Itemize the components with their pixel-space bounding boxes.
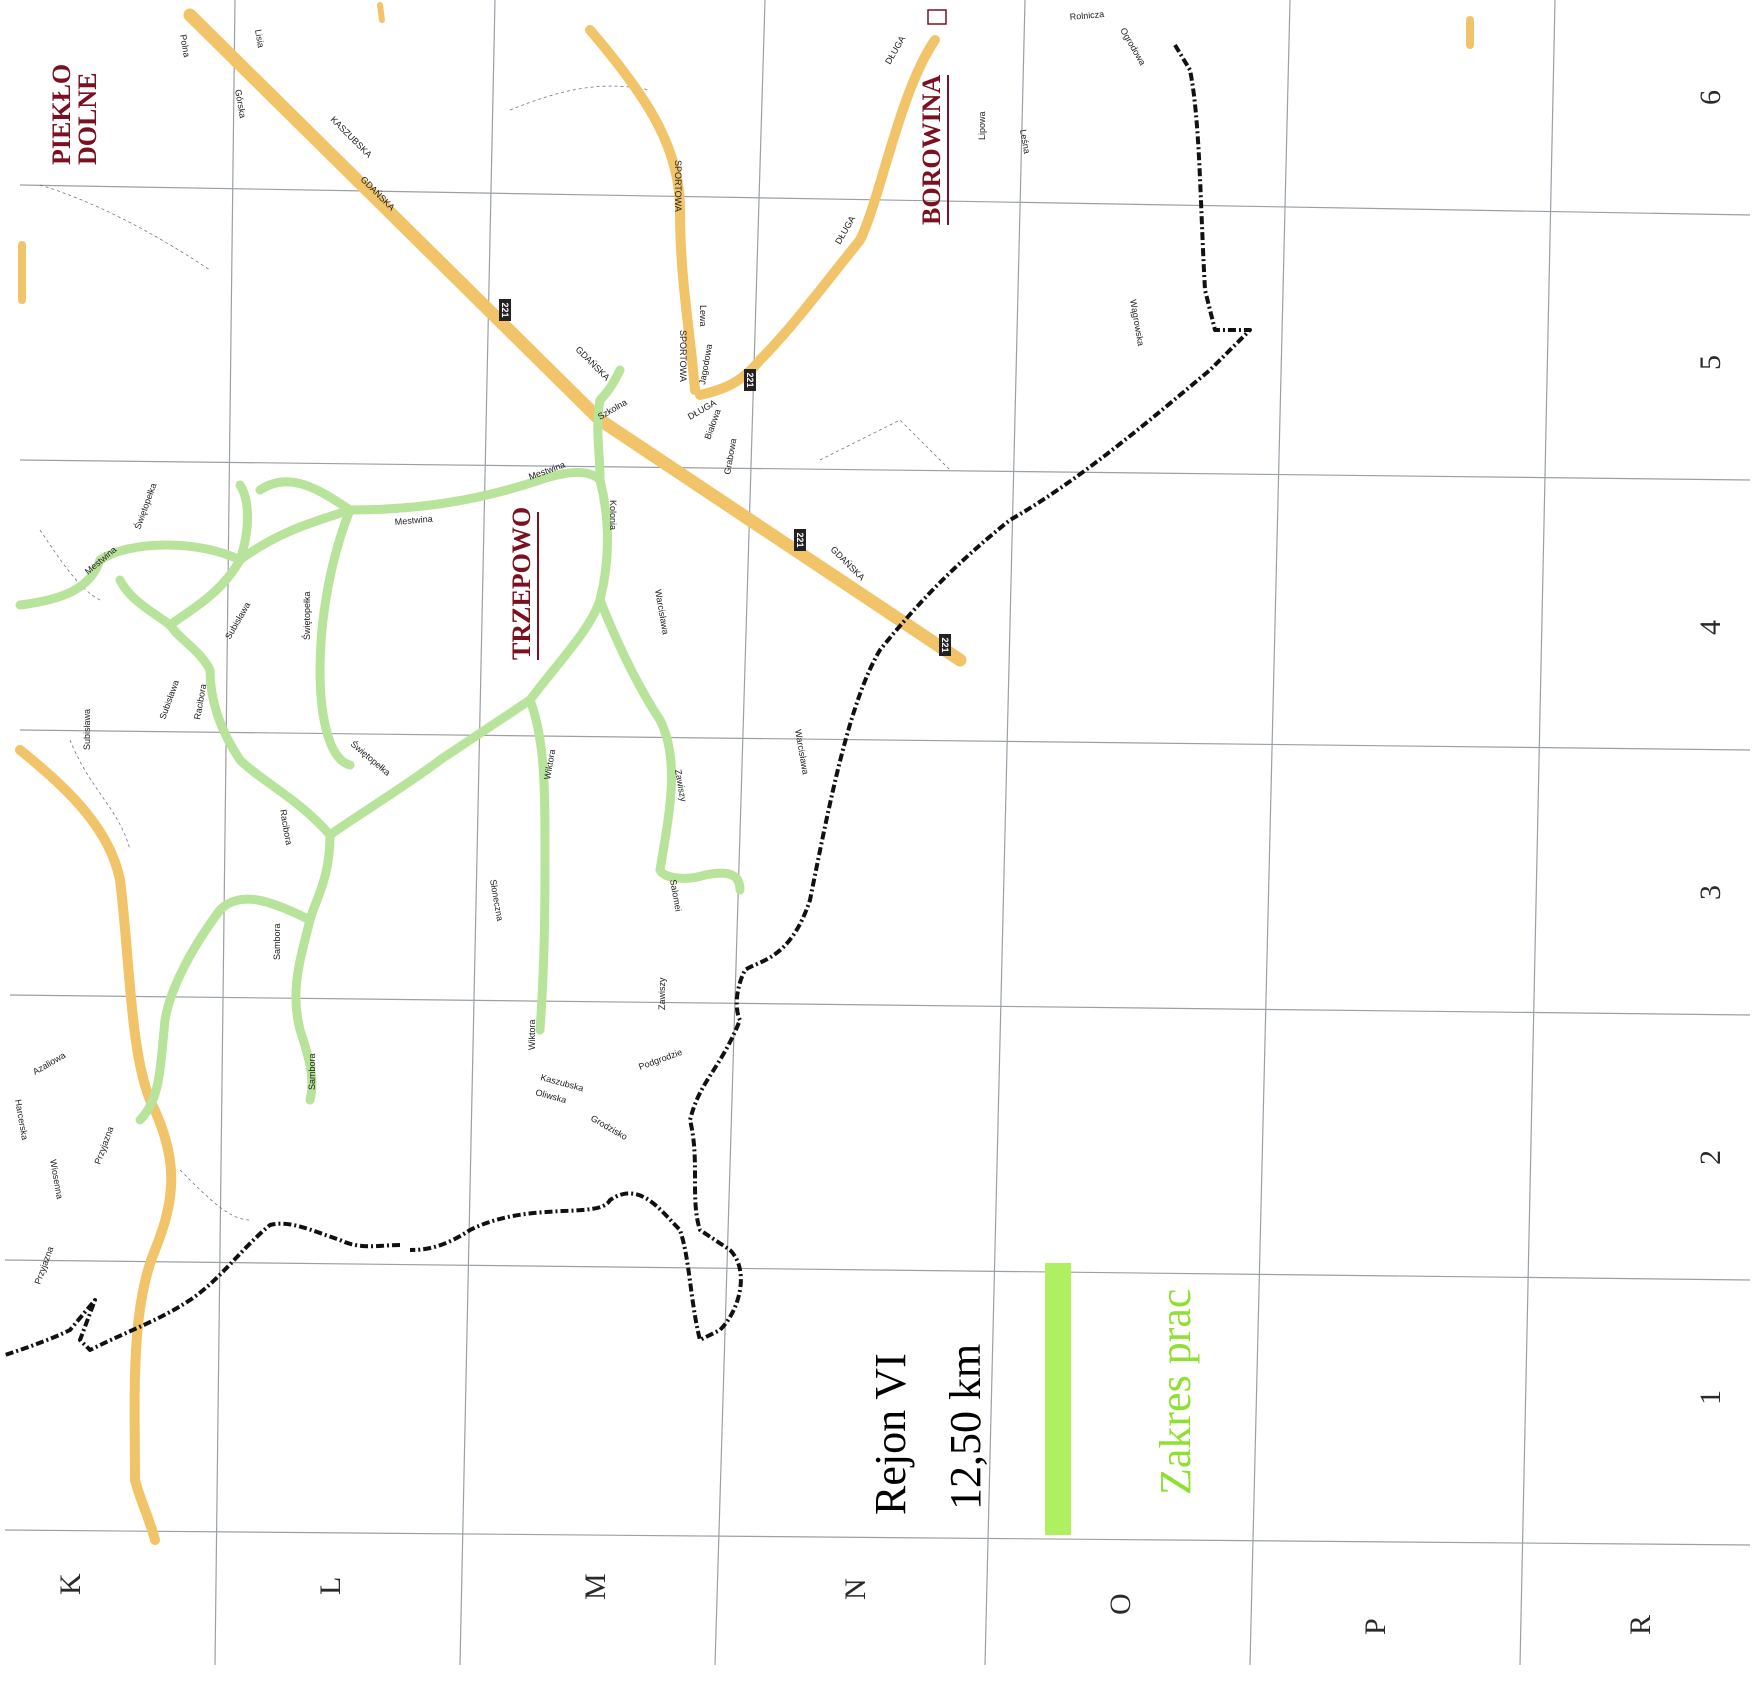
street-label: Leśna bbox=[1018, 129, 1032, 155]
settlement-labels: PIEKŁO DOLNE BOROWINA TRZEPOWO bbox=[47, 64, 949, 660]
street-label: Warcisława bbox=[653, 589, 671, 636]
street-label: Grabowa bbox=[722, 438, 738, 476]
street-label: Wiktora bbox=[527, 1019, 537, 1050]
svg-text:BOROWINA: BOROWINA bbox=[917, 75, 946, 225]
map-legend: Rejon VI 12,50 km Zakres prac bbox=[866, 1263, 1200, 1535]
svg-text:221: 221 bbox=[940, 637, 950, 652]
street-label: Sambora bbox=[307, 1053, 317, 1090]
route-shield: 221 bbox=[939, 634, 951, 656]
street-label: GDAŃSKA bbox=[574, 344, 612, 382]
street-label: Harcerska bbox=[13, 1099, 30, 1141]
grid-col-n: N bbox=[839, 1578, 872, 1600]
svg-text:221: 221 bbox=[745, 372, 755, 387]
street-label: SPORTOWA bbox=[673, 160, 683, 212]
street-label: Oliwska bbox=[534, 1087, 567, 1105]
street-labels: KASZUBSKA GDAŃSKA GDAŃSKA GDAŃSKA SPORTO… bbox=[13, 9, 1148, 1286]
street-label: DŁUGA bbox=[883, 34, 907, 66]
street-label: Lewa bbox=[698, 305, 708, 327]
street-label: Podgrodzie bbox=[637, 1047, 683, 1072]
grid-row-3: 3 bbox=[1694, 885, 1727, 900]
work-scope-streets bbox=[15, 365, 745, 1125]
grid-row-2: 2 bbox=[1694, 1150, 1727, 1165]
route-shield: 221 bbox=[794, 529, 806, 551]
grid-col-p: P bbox=[1359, 1618, 1392, 1635]
street-label: Wiosenna bbox=[48, 1159, 65, 1200]
grid-row-1: 1 bbox=[1694, 1390, 1727, 1405]
settlement-trzepowo: TRZEPOWO bbox=[507, 507, 539, 660]
grid-col-l: L bbox=[314, 1577, 347, 1595]
street-label: Azaliowa bbox=[31, 1050, 67, 1077]
street-label: Mestwina bbox=[394, 514, 433, 527]
svg-text:TRZEPOWO: TRZEPOWO bbox=[507, 507, 536, 660]
street-label: Świętopełka bbox=[349, 738, 393, 778]
street-label: Wągrowska bbox=[1128, 299, 1146, 347]
grid-row-6: 6 bbox=[1694, 90, 1727, 105]
svg-text:DOLNE: DOLNE bbox=[73, 73, 102, 165]
street-label: Mestwina bbox=[83, 544, 119, 576]
grid-row-5: 5 bbox=[1694, 355, 1727, 370]
street-label: Zawiszy bbox=[657, 977, 667, 1010]
route-shields: 221 221 221 221 bbox=[499, 299, 951, 656]
street-label: Polna bbox=[178, 34, 192, 58]
legend-scope-label: Zakres prac bbox=[1151, 1289, 1200, 1495]
grid-column-labels: K L M N O P R bbox=[54, 1573, 1657, 1635]
svg-text:221: 221 bbox=[500, 302, 510, 317]
street-label: Rolnicza bbox=[1069, 9, 1104, 22]
svg-text:221: 221 bbox=[795, 532, 805, 547]
street-label: Lipowa bbox=[977, 111, 987, 140]
parcel-lines bbox=[39, 85, 951, 1221]
grid-col-o: O bbox=[1104, 1593, 1137, 1615]
main-roads bbox=[15, 2, 1474, 1545]
street-label: Salomei bbox=[668, 879, 683, 913]
grid-row-labels: 1 2 3 4 5 6 bbox=[1694, 90, 1727, 1405]
administrative-boundary bbox=[4, 43, 1252, 1357]
route-shield: 221 bbox=[499, 299, 511, 321]
grid-col-m: M bbox=[579, 1573, 612, 1600]
street-label: Słoneczna bbox=[488, 879, 505, 922]
street-label: SPORTOWA bbox=[678, 330, 688, 382]
street-label: Jagodowa bbox=[697, 343, 714, 385]
street-label: Kolonia bbox=[608, 500, 618, 530]
street-label: Racibora bbox=[192, 683, 208, 720]
street-label: Subisława bbox=[157, 679, 180, 721]
street-label: Subisława bbox=[82, 709, 92, 750]
street-label: Grodzisko bbox=[589, 1113, 629, 1142]
svg-text:PIEKŁO: PIEKŁO bbox=[47, 64, 76, 165]
street-label: Świętopełka bbox=[132, 481, 159, 530]
street-label: Przyjazna bbox=[32, 1245, 55, 1286]
street-label: Świętopełka bbox=[301, 591, 312, 640]
street-label: Górska bbox=[233, 89, 248, 119]
grid-col-r: R bbox=[1624, 1615, 1657, 1635]
legend-length: 12,50 km bbox=[941, 1344, 990, 1510]
street-label: Racibora bbox=[278, 809, 294, 846]
settlement-borowina: BOROWINA bbox=[917, 75, 949, 225]
legend-scope-swatch bbox=[1045, 1263, 1071, 1535]
street-label: Sambora bbox=[272, 923, 282, 960]
settlement-pieklo-dolne: PIEKŁO DOLNE bbox=[47, 64, 102, 165]
grid-row-4: 4 bbox=[1694, 620, 1727, 635]
street-label: Warcisława bbox=[793, 729, 811, 776]
street-label: Przyjazna bbox=[92, 1125, 115, 1166]
legend-region-name: Rejon VI bbox=[866, 1353, 915, 1515]
grid-col-k: K bbox=[54, 1573, 87, 1595]
street-label: Lisia bbox=[253, 29, 266, 49]
map-grid bbox=[4, 0, 1751, 1666]
street-label: Ogrodowa bbox=[1118, 26, 1147, 67]
map-edge-marks bbox=[927, 9, 947, 25]
route-shield: 221 bbox=[744, 369, 756, 391]
